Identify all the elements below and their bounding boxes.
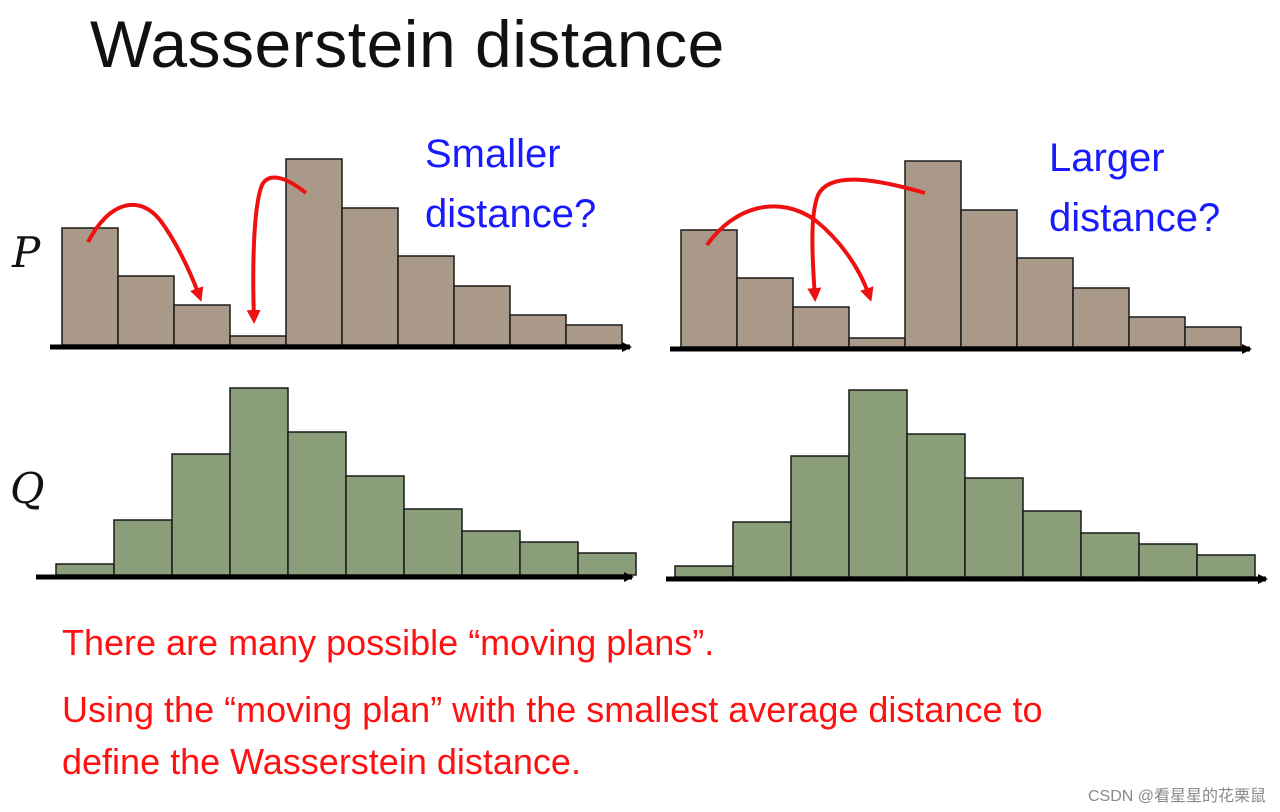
q-right-bar-10 [1196, 554, 1256, 578]
q-right-bar-5 [906, 433, 966, 578]
q-left-bar-8 [461, 530, 521, 576]
p-left-bar-4 [229, 335, 287, 346]
q-left-bar-10 [577, 552, 637, 576]
move-arrow-left-2 [246, 175, 308, 324]
q-left-histogram [55, 387, 637, 576]
p-left-histogram [61, 158, 623, 346]
p-right-bar-8 [1072, 287, 1130, 348]
q-left-bar-7 [403, 508, 463, 576]
q-right-histogram [674, 389, 1256, 578]
p-left-bar-8 [453, 285, 511, 346]
q-left-bar-2 [113, 519, 173, 576]
move-arrow-right-2 [807, 177, 926, 302]
p-right-bar-3 [792, 306, 850, 348]
p-left-bar-7 [397, 255, 455, 346]
q-right-bar-8 [1080, 532, 1140, 578]
p-right-bar-4 [848, 337, 906, 348]
p-right-histogram [680, 160, 1242, 348]
question-larger-line2: distance? [1049, 196, 1221, 240]
q-left-bar-9 [519, 541, 579, 576]
q-right-bar-1 [674, 565, 734, 578]
caption-definition-line2: define the Wasserstein distance. [62, 741, 581, 782]
p-right-bar-10 [1184, 326, 1242, 348]
label-p: P [12, 228, 41, 277]
p-left-bar-10 [565, 324, 623, 346]
question-larger-line1: Larger [1049, 136, 1165, 180]
label-q: Q [10, 464, 45, 513]
question-smaller: Smaller distance? [425, 124, 596, 244]
p-right-bar-7 [1016, 257, 1074, 348]
caption-definition: Using the “moving plan” with the smalles… [62, 684, 1043, 788]
q-left-bar-4 [229, 387, 289, 576]
move-arrow-left-1 [86, 202, 204, 302]
caption-moving-plans: There are many possible “moving plans”. [62, 622, 715, 663]
caption-definition-line1: Using the “moving plan” with the smalles… [62, 689, 1043, 730]
p-right-bar-6 [960, 209, 1018, 348]
p-left-bar-6 [341, 207, 399, 346]
question-smaller-line1: Smaller [425, 132, 561, 176]
q-right-bar-7 [1022, 510, 1082, 578]
p-left-bar-3 [173, 304, 231, 346]
watermark: CSDN @看星星的花栗鼠 [1087, 788, 1266, 805]
q-left-bar-5 [287, 431, 347, 576]
q-right-bar-3 [790, 455, 850, 578]
question-larger: Larger distance? [1049, 128, 1220, 248]
page-title: Wasserstein distance [90, 7, 725, 81]
p-left-bar-9 [509, 314, 567, 346]
q-right-bar-2 [732, 521, 792, 578]
p-left-bar-2 [117, 275, 175, 346]
q-right-bar-9 [1138, 543, 1198, 578]
q-left-bar-6 [345, 475, 405, 576]
q-right-bar-6 [964, 477, 1024, 578]
p-left-bar-1 [61, 227, 119, 346]
p-right-bar-1 [680, 229, 738, 348]
p-right-bar-9 [1128, 316, 1186, 348]
q-right-bar-4 [848, 389, 908, 578]
q-left-bar-3 [171, 453, 231, 576]
question-smaller-line2: distance? [425, 192, 597, 236]
p-right-bar-2 [736, 277, 794, 348]
q-left-bar-1 [55, 563, 115, 576]
